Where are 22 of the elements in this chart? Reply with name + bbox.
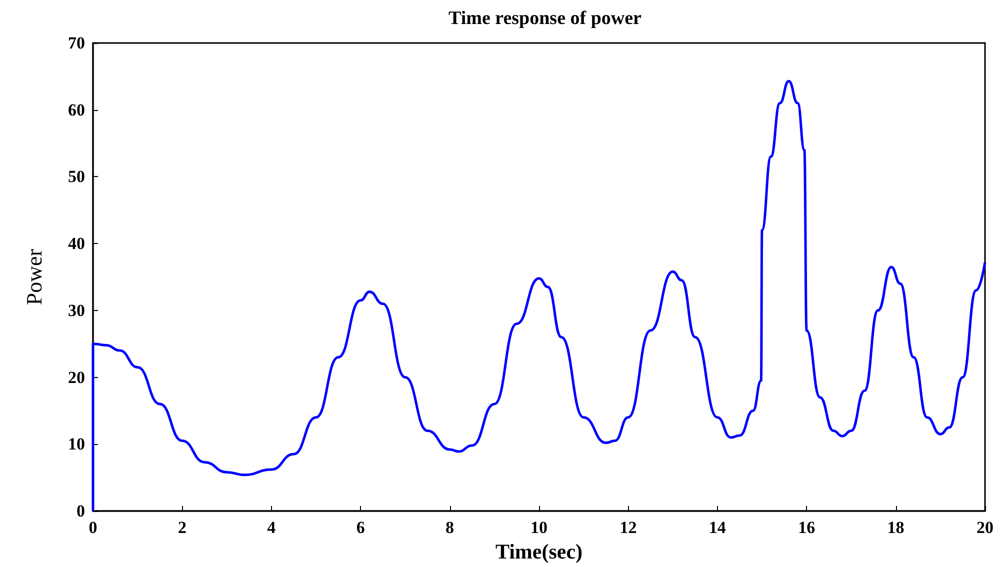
y-tick-label: 50 — [68, 167, 85, 186]
x-tick-label: 14 — [708, 518, 726, 537]
x-tick-label: 18 — [887, 518, 904, 537]
x-tick-label: 2 — [178, 518, 186, 537]
x-tick-label: 12 — [620, 518, 637, 537]
x-tick-label: 0 — [88, 518, 98, 537]
y-tick-label: 30 — [68, 300, 85, 320]
y-tick-label: 40 — [68, 234, 85, 254]
y-tick-label: 70 — [68, 34, 85, 52]
x-tick-label: 6 — [356, 518, 365, 537]
x-tick-label: 10 — [530, 518, 548, 537]
x-tick-label: 4 — [267, 518, 276, 537]
y-tick-label: 0 — [76, 502, 85, 520]
y-axis-title: Power — [22, 248, 46, 306]
chart-title: Time response of power — [448, 8, 642, 29]
x-axis-title: Time(sec) — [495, 539, 583, 564]
x-tick-label: 16 — [798, 518, 816, 537]
x-tick-label: 8 — [446, 518, 454, 537]
y-tick-label: 20 — [68, 368, 85, 387]
y-tick-label: 10 — [68, 434, 85, 454]
x-tick-label: 20 — [976, 518, 994, 537]
y-tick-label: 60 — [68, 100, 85, 120]
